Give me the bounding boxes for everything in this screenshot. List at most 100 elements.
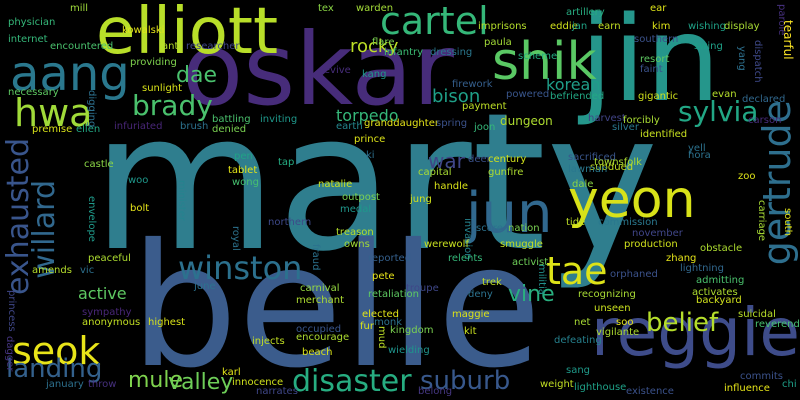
cloud-word: bison bbox=[432, 86, 481, 107]
cloud-word: outpost bbox=[342, 192, 380, 203]
cloud-word: defeating bbox=[554, 335, 602, 346]
cloud-word: kowalski bbox=[122, 25, 165, 36]
cloud-word: landing bbox=[6, 354, 103, 384]
cloud-word: suburb bbox=[420, 366, 511, 396]
cloud-word: digging bbox=[86, 90, 97, 128]
cloud-word: imprisons bbox=[478, 21, 527, 32]
cloud-word: identified bbox=[640, 129, 688, 140]
cloud-word: elected bbox=[362, 309, 400, 320]
cloud-word: narrates bbox=[256, 386, 298, 397]
cloud-word: anti bbox=[162, 41, 182, 52]
cloud-word: granddaughter bbox=[364, 118, 439, 129]
cloud-word: powered bbox=[506, 89, 550, 100]
cloud-word: weight bbox=[540, 379, 574, 390]
cloud-word: chi bbox=[782, 379, 797, 390]
cloud-word: activist bbox=[512, 257, 549, 268]
cloud-word: pen bbox=[234, 151, 253, 162]
cloud-word: subdued bbox=[590, 162, 634, 173]
cloud-word: yang bbox=[736, 46, 747, 71]
cloud-word: infantry bbox=[384, 47, 424, 58]
cloud-word: net bbox=[574, 317, 591, 328]
cloud-word: sang bbox=[566, 365, 591, 376]
cloud-word: maggie bbox=[452, 309, 490, 320]
cloud-word: artillery bbox=[566, 7, 605, 18]
cloud-word: commission bbox=[598, 217, 658, 228]
cloud-word: castle bbox=[84, 159, 114, 170]
cloud-word: backyard bbox=[696, 295, 742, 306]
cloud-word: payment bbox=[462, 101, 507, 112]
cloud-word: brush bbox=[180, 121, 209, 132]
cloud-word: dae bbox=[176, 63, 217, 88]
cloud-word: scheme bbox=[518, 51, 558, 62]
cloud-word: orphaned bbox=[610, 269, 658, 280]
cloud-word: sylvia bbox=[678, 95, 759, 128]
cloud-word: bolt bbox=[130, 203, 150, 214]
cloud-word: eddie bbox=[550, 21, 578, 32]
cloud-word: envelope bbox=[86, 196, 97, 242]
cloud-word: tablet bbox=[228, 165, 258, 176]
cloud-word: forcibly bbox=[623, 115, 660, 126]
cloud-word: reported bbox=[368, 253, 412, 264]
cloud-word: existence bbox=[626, 386, 674, 397]
cloud-word: sacrificed bbox=[568, 152, 617, 163]
cloud-word: amends bbox=[32, 265, 72, 276]
cloud-word: aang bbox=[10, 46, 130, 102]
cloud-word: invasion bbox=[462, 218, 473, 260]
cloud-word: researcher bbox=[186, 41, 240, 52]
cloud-word: silver bbox=[612, 122, 639, 133]
cloud-word: premise bbox=[32, 124, 73, 135]
cloud-word: militia bbox=[536, 264, 547, 295]
cloud-word: kim bbox=[652, 21, 671, 32]
cloud-word: merchant bbox=[296, 295, 345, 306]
cloud-word: vic bbox=[80, 265, 95, 276]
cloud-word: kang bbox=[362, 69, 387, 80]
cloud-word: activates bbox=[692, 287, 738, 298]
cloud-word: ear bbox=[650, 3, 667, 14]
cloud-word: vine bbox=[508, 282, 555, 307]
cloud-word: treason bbox=[336, 227, 374, 238]
cloud-word: active bbox=[78, 284, 127, 303]
cloud-word: faint bbox=[640, 64, 663, 75]
cloud-word: swing bbox=[694, 41, 723, 52]
cloud-word: lighthouse bbox=[574, 382, 627, 393]
cloud-word: mill bbox=[70, 3, 89, 14]
cloud-word: jan bbox=[572, 21, 588, 32]
cloud-word: wielding bbox=[388, 345, 430, 356]
cloud-word: willard bbox=[27, 180, 62, 279]
cloud-word: oskar bbox=[182, 11, 454, 128]
cloud-word: south bbox=[782, 208, 793, 236]
cloud-word: pete bbox=[372, 271, 395, 282]
cloud-word: kit bbox=[464, 326, 477, 337]
cloud-word: deer bbox=[468, 154, 491, 165]
cloud-word: mud bbox=[376, 326, 387, 349]
cloud-word: obstacle bbox=[700, 243, 743, 254]
cloud-word: royal bbox=[230, 226, 241, 251]
cloud-word: prince bbox=[354, 134, 386, 145]
cloud-word: medal bbox=[340, 204, 372, 215]
cloud-word: dungeon bbox=[500, 114, 553, 128]
cloud-word: necessary bbox=[8, 87, 59, 98]
cloud-word: january bbox=[46, 379, 84, 390]
cloud-word: jun bbox=[466, 181, 553, 246]
cloud-word: dispatch bbox=[752, 40, 763, 83]
cloud-word: yeon bbox=[568, 170, 696, 230]
cloud-word: deny bbox=[468, 289, 493, 300]
cloud-word: denied bbox=[212, 124, 247, 135]
cloud-word: befriended bbox=[550, 91, 605, 102]
cloud-word: resort bbox=[640, 54, 670, 65]
cloud-word: disaster bbox=[292, 364, 412, 399]
cloud-word: brady bbox=[132, 89, 213, 122]
cloud-word: display bbox=[724, 21, 760, 32]
cloud-word: encountered bbox=[50, 41, 114, 52]
cloud-word: smuggle bbox=[500, 239, 543, 250]
cloud-word: november bbox=[632, 228, 683, 239]
cloud-word: hora bbox=[688, 150, 711, 161]
cloud-word: townsfolk bbox=[594, 157, 642, 168]
cloud-word: tap bbox=[278, 157, 295, 168]
cloud-word: suicidal bbox=[738, 309, 776, 320]
cloud-word: production bbox=[624, 239, 678, 250]
cloud-word: firework bbox=[452, 79, 493, 90]
cloud-word: earn bbox=[598, 21, 621, 32]
cloud-word: reverend bbox=[755, 319, 800, 330]
cloud-word: admitting bbox=[696, 275, 745, 286]
